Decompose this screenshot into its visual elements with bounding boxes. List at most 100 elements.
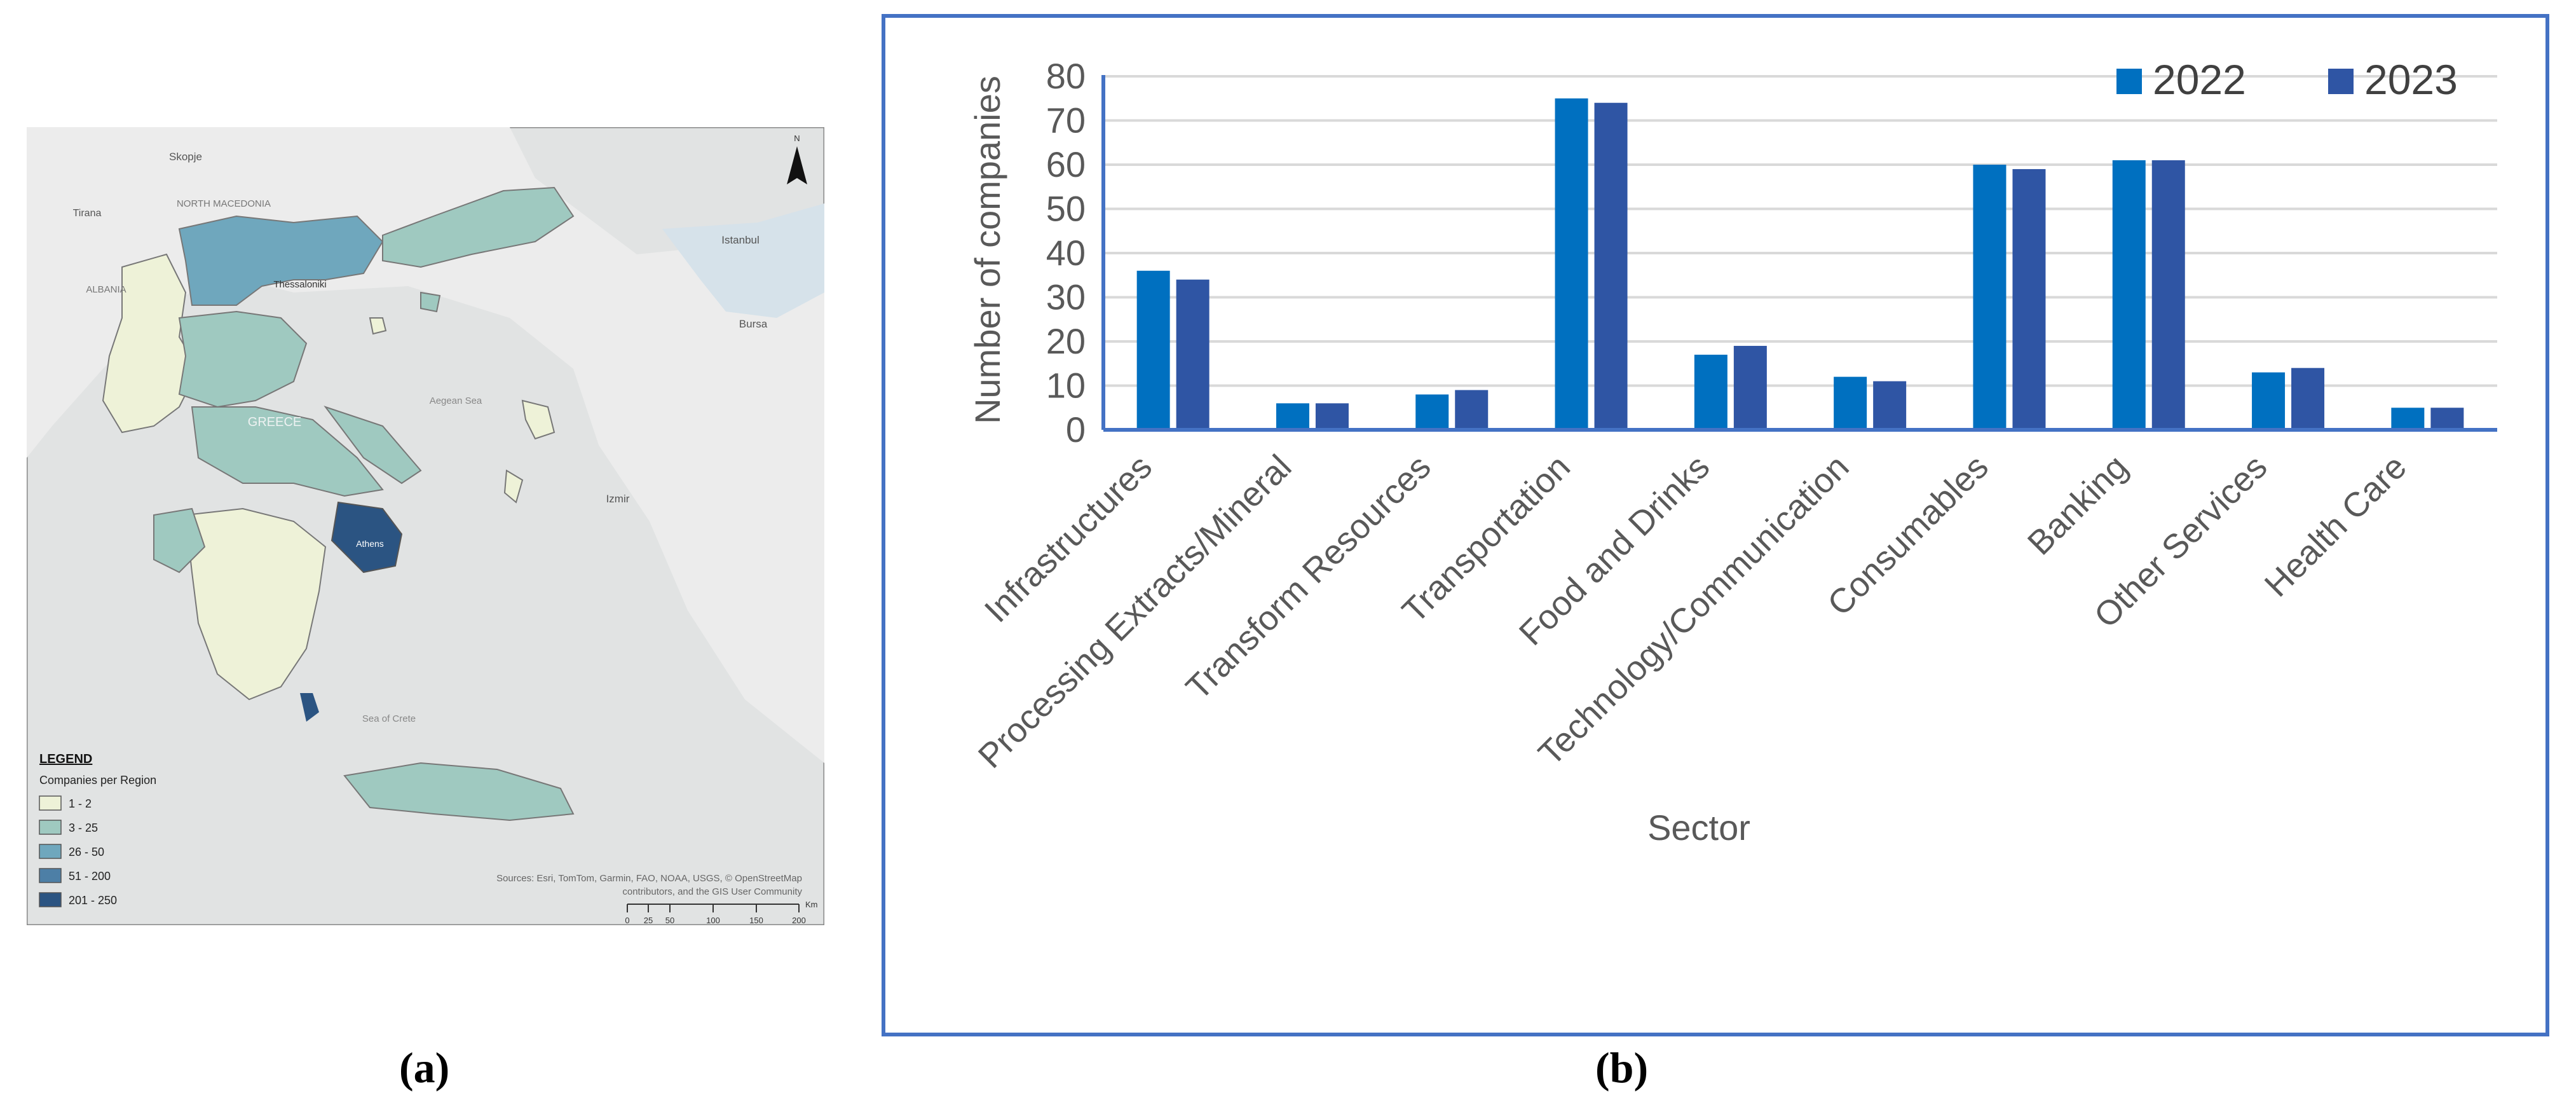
greece-map: Skopje Tirana NORTH MACEDONIA ALBANIA Is… bbox=[25, 126, 826, 926]
region-attica bbox=[331, 501, 403, 574]
region-central-macedonia bbox=[178, 215, 384, 306]
y-tick-label: 30 bbox=[1046, 277, 1086, 317]
map-legend: LEGEND Companies per Region 1 - 2 3 - 25 2… bbox=[39, 752, 156, 907]
x-tick-label: Banking bbox=[2021, 448, 2135, 562]
scale-bar: 0 25 50 100 150 200 Km bbox=[625, 900, 817, 925]
chart-legend-label-2023: 2023 bbox=[2364, 56, 2458, 103]
x-tick-label: Transform Resources bbox=[1179, 448, 1438, 707]
legend-item-label: 201 - 250 bbox=[69, 894, 117, 907]
scale-tick-label: 150 bbox=[749, 916, 763, 925]
neighbouring-land bbox=[27, 127, 824, 763]
label-bursa: Bursa bbox=[739, 318, 768, 330]
region-chios bbox=[503, 469, 524, 504]
bar-2022-8 bbox=[2252, 372, 2286, 430]
bar-2023-2 bbox=[1455, 390, 1489, 430]
legend-subtitle: Companies per Region bbox=[39, 774, 156, 787]
chart-legend-label-2022: 2022 bbox=[2153, 56, 2246, 103]
legend-item-label: 3 - 25 bbox=[69, 822, 98, 834]
legend-swatch bbox=[39, 844, 62, 859]
region-evia bbox=[324, 406, 422, 485]
scale-tick-label: 50 bbox=[665, 916, 674, 925]
axis-layer bbox=[1101, 75, 2497, 432]
scale-tick-label: 0 bbox=[625, 916, 629, 925]
y-tick-label: 60 bbox=[1046, 144, 1086, 184]
bar-2022-1 bbox=[1276, 403, 1309, 430]
scale-bar-lines bbox=[627, 904, 800, 912]
bar-2023-6 bbox=[2012, 168, 2046, 430]
x-axis-label: Sector bbox=[1647, 808, 1750, 848]
label-tirana: Tirana bbox=[73, 208, 102, 219]
region-central-greece bbox=[191, 406, 384, 497]
scale-unit: Km bbox=[805, 900, 818, 909]
region-skyros bbox=[369, 317, 387, 335]
map-svg: Skopje Tirana NORTH MACEDONIA ALBANIA Is… bbox=[25, 126, 826, 926]
bar-2023-1 bbox=[1315, 403, 1349, 430]
label-aegean-sea: Aegean Sea bbox=[430, 395, 482, 406]
legend-item-label: 26 - 50 bbox=[69, 846, 104, 858]
legend-swatch bbox=[39, 795, 62, 811]
north-label: N bbox=[794, 134, 800, 143]
bar-2022-5 bbox=[1834, 376, 1867, 430]
y-tick-label: 0 bbox=[1066, 409, 1086, 450]
region-crete bbox=[343, 762, 575, 822]
y-tick-label: 70 bbox=[1046, 100, 1086, 141]
north-arrow-icon bbox=[787, 146, 807, 184]
region-epirus bbox=[102, 253, 200, 434]
region-kythira bbox=[300, 693, 319, 722]
scale-tick-label: 100 bbox=[706, 916, 720, 925]
y-tick-label: 20 bbox=[1046, 321, 1086, 361]
caption-a: (a) bbox=[399, 1043, 450, 1092]
bar-2022-4 bbox=[1694, 354, 1728, 430]
x-tick-label: Health Care bbox=[2258, 448, 2414, 604]
bar-2022-6 bbox=[1973, 165, 2007, 430]
legend-item-label: 1 - 2 bbox=[69, 797, 92, 810]
region-east-macedonia-thrace bbox=[382, 186, 575, 268]
legend-swatch bbox=[39, 820, 62, 835]
legend-swatch bbox=[39, 868, 62, 883]
chart-frame: 0 10 20 30 40 50 60 70 80 Infrastructures Process… bbox=[882, 14, 2549, 1036]
label-athens: Athens bbox=[356, 539, 384, 549]
label-istanbul: Istanbul bbox=[721, 234, 760, 246]
region-lesvos bbox=[521, 399, 555, 440]
bar-2023-7 bbox=[2151, 160, 2185, 430]
chart-legend-swatch-2022 bbox=[2116, 69, 2142, 94]
bar-2023-9 bbox=[2430, 408, 2464, 430]
legend-swatch bbox=[39, 892, 62, 907]
bar-2022-3 bbox=[1555, 98, 1588, 430]
label-skopje: Skopje bbox=[169, 151, 202, 163]
region-western-greece bbox=[153, 507, 206, 574]
label-albania: ALBANIA bbox=[86, 284, 126, 295]
y-axis-label: Number of companies bbox=[967, 76, 1007, 424]
bar-2022-0 bbox=[1136, 270, 1170, 430]
label-izmir: Izmir bbox=[606, 493, 630, 505]
y-tick-label: 10 bbox=[1046, 366, 1086, 406]
region-peloponnese bbox=[184, 507, 327, 701]
y-tick-label: 50 bbox=[1046, 189, 1086, 229]
bars-layer bbox=[1136, 98, 2464, 430]
marmara-sea bbox=[662, 203, 824, 318]
region-thessaly bbox=[178, 310, 308, 408]
bar-2023-5 bbox=[1873, 381, 1907, 430]
scale-tick-label: 200 bbox=[792, 916, 806, 925]
map-attribution-line2: contributors, and the GIS User Community bbox=[622, 886, 802, 897]
label-north-macedonia: NORTH MACEDONIA bbox=[177, 198, 271, 209]
bar-2023-8 bbox=[2291, 368, 2325, 430]
bar-2022-2 bbox=[1415, 394, 1449, 430]
caption-b: (b) bbox=[1595, 1043, 1649, 1092]
grid-layer bbox=[1103, 75, 2497, 387]
bar-2022-7 bbox=[2112, 160, 2146, 430]
label-greece: GREECE bbox=[248, 415, 301, 429]
map-attribution-line1: Sources: Esri, TomTom, Garmin, FAO, NOAA… bbox=[496, 873, 802, 884]
bar-2023-0 bbox=[1176, 279, 1210, 430]
bar-2023-3 bbox=[1594, 102, 1628, 430]
chart-legend: 2022 2023 bbox=[2116, 56, 2458, 103]
label-sea-of-crete: Sea of Crete bbox=[362, 713, 416, 724]
bar-2023-4 bbox=[1733, 345, 1767, 430]
label-thessaloniki: Thessaloniki bbox=[273, 279, 326, 290]
y-tick-label: 80 bbox=[1046, 56, 1086, 96]
legend-item-label: 51 - 200 bbox=[69, 870, 111, 883]
legend-title: LEGEND bbox=[39, 752, 92, 766]
